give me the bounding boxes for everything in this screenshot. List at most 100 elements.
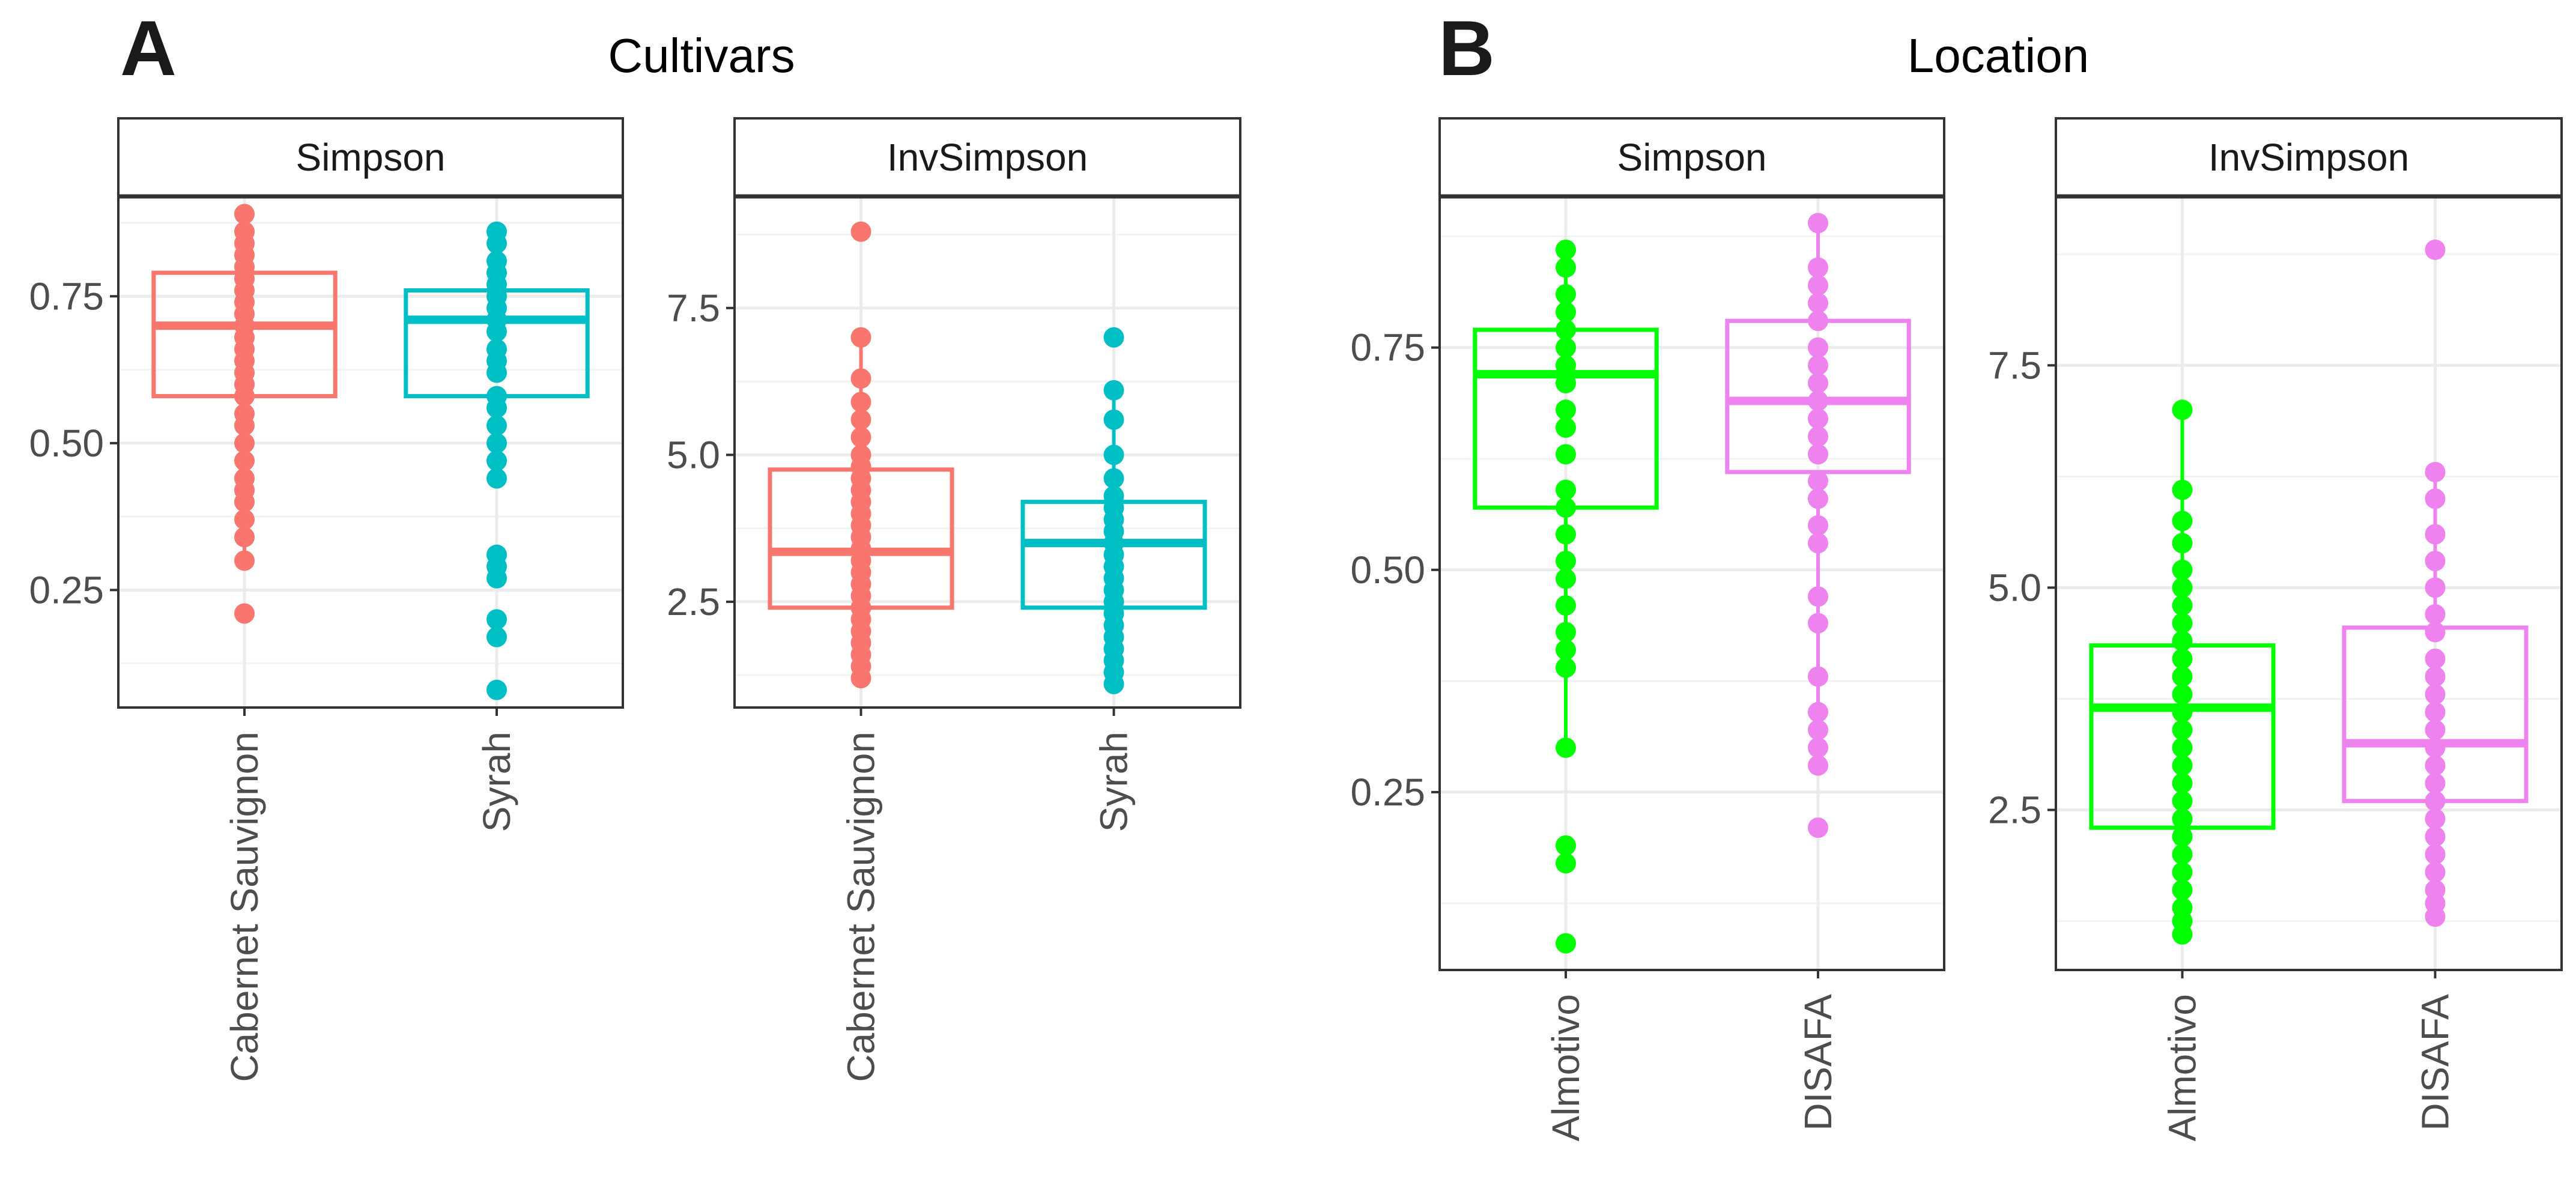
data-point bbox=[850, 444, 871, 465]
data-point bbox=[1556, 283, 1576, 305]
data-point bbox=[1808, 755, 1828, 776]
data-point bbox=[486, 432, 507, 453]
data-point bbox=[2172, 862, 2193, 883]
x-category-label: Cabernet Sauvignon bbox=[223, 732, 266, 1082]
data-point bbox=[1808, 355, 1828, 376]
y-tick-label: 5.0 bbox=[1988, 566, 2041, 609]
data-point bbox=[1808, 444, 1828, 465]
facet-a-simpson: Simpson 0.25 0.50 0.75 Cabernet Sauvignon Syr… bbox=[29, 117, 624, 1082]
data-point bbox=[486, 339, 507, 360]
data-point bbox=[1808, 586, 1828, 607]
y-tick-label: 0.50 bbox=[1350, 548, 1425, 592]
data-point bbox=[2425, 702, 2446, 723]
facet-strip bbox=[1438, 117, 1945, 198]
data-point bbox=[2425, 524, 2446, 545]
data-point bbox=[234, 550, 255, 571]
data-point bbox=[2425, 604, 2446, 625]
y-tick-label: 0.75 bbox=[1350, 326, 1425, 369]
data-point bbox=[1808, 515, 1828, 536]
data-point bbox=[2172, 666, 2193, 687]
data-point bbox=[2425, 550, 2446, 571]
data-point bbox=[1556, 372, 1576, 393]
data-point bbox=[2425, 879, 2446, 900]
panel-letter-b: B bbox=[1438, 4, 1495, 92]
data-point bbox=[1808, 702, 1828, 723]
data-point bbox=[1556, 737, 1576, 758]
data-point bbox=[1103, 409, 1124, 430]
data-point bbox=[2425, 808, 2446, 829]
data-point bbox=[1103, 380, 1124, 401]
data-point bbox=[2425, 737, 2446, 758]
data-point bbox=[850, 221, 871, 242]
y-tick-label: 0.25 bbox=[1350, 771, 1425, 814]
data-point bbox=[2172, 533, 2193, 554]
data-point bbox=[850, 368, 871, 389]
data-point bbox=[1808, 488, 1828, 509]
data-point bbox=[2172, 648, 2193, 669]
data-point bbox=[1808, 426, 1828, 447]
data-point bbox=[2425, 790, 2446, 811]
data-point bbox=[2172, 844, 2193, 865]
data-point bbox=[486, 609, 507, 630]
data-point bbox=[2425, 755, 2446, 776]
data-point bbox=[1808, 275, 1828, 296]
data-point bbox=[2172, 773, 2193, 794]
data-point bbox=[2172, 577, 2193, 598]
data-point bbox=[486, 544, 507, 565]
data-point bbox=[1808, 408, 1828, 429]
data-point bbox=[1808, 737, 1828, 758]
plot-background bbox=[118, 196, 623, 708]
y-tick-label: 2.5 bbox=[667, 580, 720, 623]
data-point bbox=[234, 450, 255, 471]
data-point bbox=[2172, 595, 2193, 616]
data-point bbox=[486, 221, 507, 242]
data-point bbox=[1556, 497, 1576, 518]
data-point bbox=[2172, 808, 2193, 829]
data-point bbox=[234, 403, 255, 424]
data-point bbox=[2172, 684, 2193, 705]
data-point bbox=[850, 409, 871, 430]
data-point bbox=[486, 450, 507, 471]
y-tick-label: 5.0 bbox=[667, 433, 720, 476]
x-category-label: DISAFA bbox=[1796, 994, 1840, 1131]
data-point bbox=[1103, 327, 1124, 348]
data-point bbox=[1808, 257, 1828, 278]
facets-layer: Simpson 0.25 0.50 0.75 Cabernet Sauvignon Syr… bbox=[29, 117, 2563, 1141]
data-point bbox=[2425, 461, 2446, 482]
data-point bbox=[1556, 479, 1576, 500]
data-point bbox=[2172, 702, 2193, 723]
data-point bbox=[1808, 311, 1828, 332]
data-point bbox=[234, 432, 255, 453]
facet-strip-label: Simpson bbox=[1617, 136, 1767, 179]
data-point bbox=[486, 468, 507, 489]
data-point bbox=[1556, 302, 1576, 323]
data-point bbox=[2425, 666, 2446, 687]
series-almotivo bbox=[2089, 399, 2276, 945]
facet-strip bbox=[117, 117, 624, 198]
data-point bbox=[1556, 853, 1576, 874]
data-point bbox=[1556, 239, 1576, 260]
data-point bbox=[234, 204, 255, 225]
data-point bbox=[486, 415, 507, 436]
data-point bbox=[1808, 213, 1828, 234]
series-syrah bbox=[1020, 327, 1207, 694]
y-tick-label: 0.25 bbox=[29, 568, 104, 611]
data-point bbox=[2172, 511, 2193, 532]
facet-strip bbox=[2055, 117, 2563, 198]
data-point bbox=[1808, 666, 1828, 687]
data-point bbox=[2172, 720, 2193, 741]
data-point bbox=[1556, 595, 1576, 616]
data-point bbox=[2172, 897, 2193, 918]
data-point bbox=[2172, 755, 2193, 776]
data-point bbox=[1556, 524, 1576, 545]
x-category-label: Almotivo bbox=[1544, 994, 1587, 1141]
data-point bbox=[1556, 933, 1576, 954]
y-tick-label: 7.5 bbox=[1988, 344, 2041, 387]
data-point bbox=[850, 392, 871, 413]
data-point bbox=[1556, 835, 1576, 856]
data-point bbox=[1556, 355, 1576, 376]
facet-strip-label: InvSimpson bbox=[887, 136, 1088, 179]
data-point bbox=[486, 250, 507, 271]
data-point bbox=[1808, 720, 1828, 741]
